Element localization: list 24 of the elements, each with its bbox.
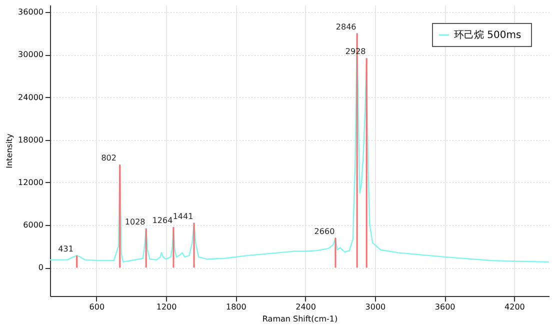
annotation: 431	[58, 244, 74, 254]
y-tick-label: 12000	[18, 178, 44, 187]
y-tick-label: 24000	[18, 92, 44, 102]
annotation: 802	[101, 154, 116, 163]
x-axis-title: Raman Shift(cm-1)	[262, 314, 338, 324]
x-tick-label: 1800	[226, 302, 246, 312]
y-tick-label: 18000	[18, 135, 44, 144]
y-tick-label: 30000	[18, 50, 44, 60]
x-tick-label: 1200	[156, 302, 177, 312]
y-axis-title: Intensity	[5, 133, 14, 168]
annotation: 1441	[172, 212, 194, 221]
y-tick-label: 0	[38, 263, 44, 272]
x-tick-label: 3000	[365, 302, 386, 312]
annotation: 2846	[336, 22, 356, 32]
legend-label: 环己烷 500ms	[454, 29, 522, 41]
annotation: 1028	[124, 218, 146, 227]
y-tick-label: 6000	[23, 220, 44, 230]
annotation: 1264	[152, 216, 173, 226]
x-tick-label: 3600	[434, 302, 456, 312]
y-tick-label: 36000	[18, 8, 44, 17]
x-tick-label: 600	[89, 302, 105, 312]
annotation: 2660	[314, 226, 335, 236]
x-tick-label: 4200	[504, 302, 525, 312]
x-tick-label: 2400	[296, 302, 316, 312]
